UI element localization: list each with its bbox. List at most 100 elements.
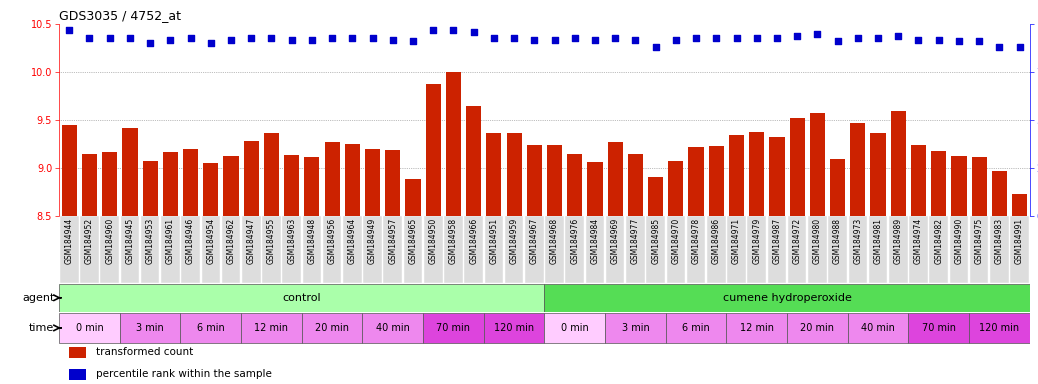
Point xyxy=(648,44,664,50)
Bar xyxy=(142,161,158,216)
Point xyxy=(829,38,846,45)
Text: GDS3035 / 4752_at: GDS3035 / 4752_at xyxy=(59,8,182,22)
Bar xyxy=(929,216,948,283)
Point xyxy=(243,35,260,41)
Text: GSM184981: GSM184981 xyxy=(874,218,882,264)
Bar xyxy=(59,284,544,312)
Bar xyxy=(668,161,683,216)
Bar xyxy=(545,216,564,283)
Text: GSM184978: GSM184978 xyxy=(691,218,701,264)
Bar xyxy=(244,141,258,216)
Point xyxy=(445,27,462,33)
Text: GSM184990: GSM184990 xyxy=(954,218,963,265)
Bar xyxy=(729,135,744,216)
Bar xyxy=(628,154,643,216)
Bar xyxy=(1010,216,1029,283)
Bar xyxy=(69,369,86,380)
Bar xyxy=(363,216,382,283)
Text: 20 min: 20 min xyxy=(316,323,349,333)
Bar xyxy=(707,216,726,283)
Point xyxy=(627,36,644,43)
Text: 0 min: 0 min xyxy=(76,323,104,333)
Bar xyxy=(446,72,461,216)
Point xyxy=(910,36,927,43)
Text: 40 min: 40 min xyxy=(376,323,410,333)
Text: time: time xyxy=(29,323,54,333)
Point xyxy=(303,36,320,43)
Bar xyxy=(302,313,362,343)
Bar xyxy=(666,216,685,283)
Text: GSM184989: GSM184989 xyxy=(894,218,903,264)
Bar xyxy=(810,114,825,216)
Point xyxy=(849,35,866,41)
Point xyxy=(1011,44,1028,50)
Text: GSM184986: GSM184986 xyxy=(712,218,720,264)
Point xyxy=(202,40,219,46)
Point xyxy=(667,36,684,43)
Bar xyxy=(264,133,279,216)
Bar xyxy=(141,216,160,283)
Text: GSM184966: GSM184966 xyxy=(469,218,479,265)
Bar xyxy=(809,216,826,283)
Text: GSM184969: GSM184969 xyxy=(610,218,620,265)
Bar xyxy=(464,216,483,283)
Bar xyxy=(990,216,1009,283)
Bar xyxy=(544,284,1030,312)
Text: 40 min: 40 min xyxy=(862,323,895,333)
Bar xyxy=(889,216,907,283)
Text: 12 min: 12 min xyxy=(254,323,289,333)
Bar xyxy=(665,313,727,343)
Text: 70 min: 70 min xyxy=(922,323,956,333)
Bar xyxy=(163,152,177,216)
Text: GSM184971: GSM184971 xyxy=(732,218,741,264)
Text: GSM184951: GSM184951 xyxy=(489,218,498,264)
Text: GSM184950: GSM184950 xyxy=(429,218,438,265)
Bar xyxy=(385,150,401,216)
Text: GSM184976: GSM184976 xyxy=(570,218,579,265)
Bar xyxy=(404,216,422,283)
Bar xyxy=(607,142,623,216)
Bar xyxy=(426,84,441,216)
Bar xyxy=(222,216,241,283)
Point xyxy=(708,35,725,41)
Point xyxy=(384,36,401,43)
Text: GSM184977: GSM184977 xyxy=(631,218,639,265)
Bar xyxy=(525,216,544,283)
Bar xyxy=(848,216,867,283)
Bar xyxy=(606,216,625,283)
Bar xyxy=(507,133,522,216)
Text: GSM184967: GSM184967 xyxy=(529,218,539,265)
Bar xyxy=(768,216,786,283)
Point xyxy=(405,38,421,45)
Bar xyxy=(161,216,180,283)
Bar xyxy=(484,313,544,343)
Point xyxy=(425,27,441,33)
Bar xyxy=(567,154,582,216)
Bar xyxy=(486,133,501,216)
Bar xyxy=(485,216,503,283)
Text: GSM184944: GSM184944 xyxy=(64,218,74,265)
Bar xyxy=(263,216,280,283)
Text: GSM184947: GSM184947 xyxy=(247,218,255,265)
Bar xyxy=(605,313,665,343)
Text: GSM184948: GSM184948 xyxy=(307,218,317,264)
Bar xyxy=(362,313,424,343)
Bar xyxy=(304,157,320,216)
Bar xyxy=(848,313,908,343)
Point xyxy=(102,35,118,41)
Point xyxy=(162,36,179,43)
Bar xyxy=(830,159,845,216)
Bar xyxy=(424,216,442,283)
Text: 12 min: 12 min xyxy=(740,323,773,333)
Bar xyxy=(69,346,86,358)
Text: GSM184945: GSM184945 xyxy=(126,218,135,265)
Text: percentile rank within the sample: percentile rank within the sample xyxy=(97,369,272,379)
Bar xyxy=(61,125,77,216)
Point xyxy=(546,36,563,43)
Point xyxy=(607,35,624,41)
Bar xyxy=(60,216,79,283)
Point xyxy=(283,36,300,43)
Point xyxy=(769,35,786,41)
Bar xyxy=(909,216,928,283)
Bar xyxy=(282,216,301,283)
